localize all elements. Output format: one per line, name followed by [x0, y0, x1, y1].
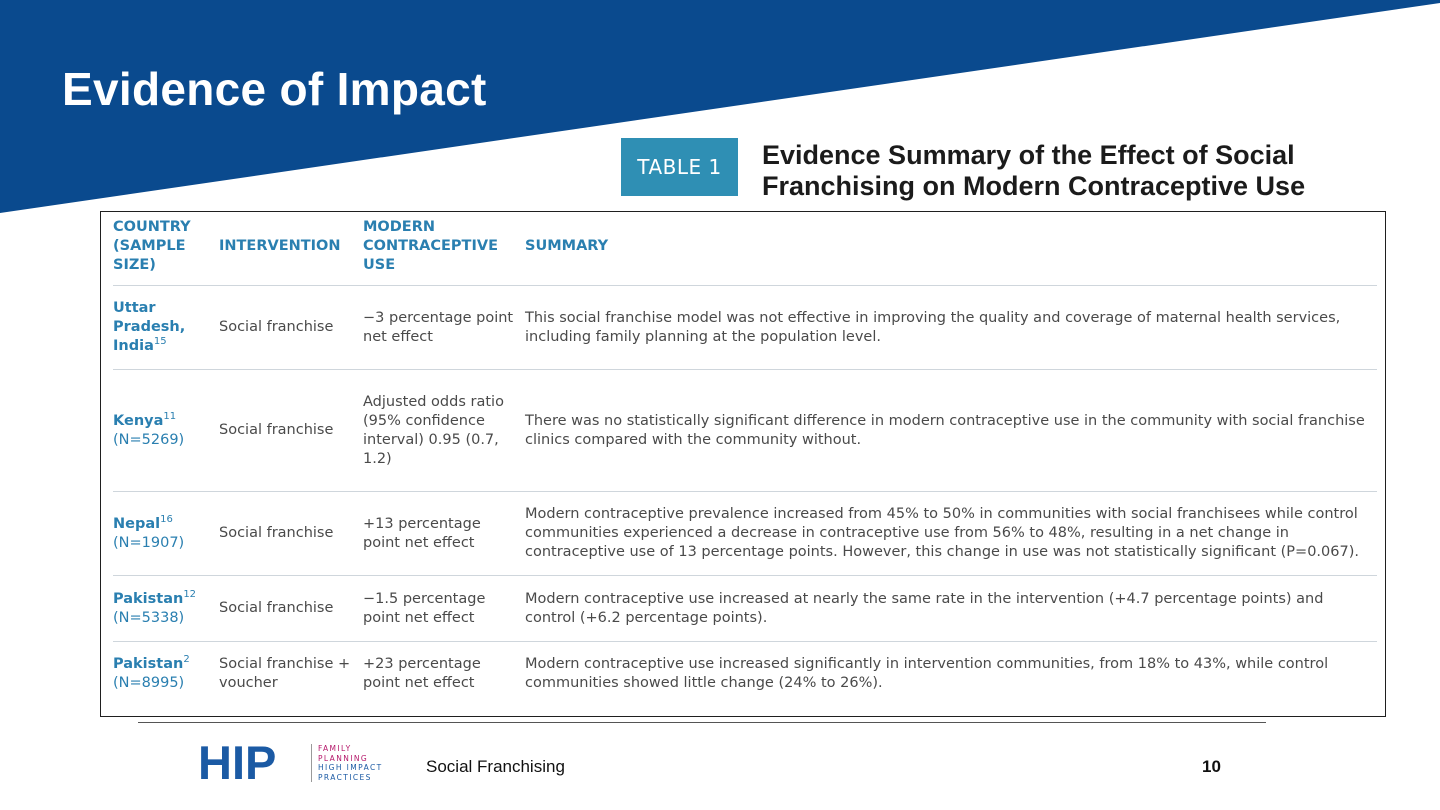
logo-text: PLANNING: [318, 753, 369, 763]
slide-title: Evidence of Impact: [62, 63, 487, 115]
country-name: Uttar Pradesh, India: [113, 300, 186, 354]
column-header-intervention: INTERVENTION: [219, 218, 363, 286]
effect-cell: +23 percentage point net effect: [363, 655, 481, 691]
table-row: Uttar Pradesh, India15 Social franchise …: [113, 285, 1377, 370]
sample-size: (N=8995): [113, 674, 185, 691]
column-header-modern-use: MODERN CONTRACEPTIVE USE: [363, 218, 525, 286]
reference-number: 15: [153, 336, 167, 348]
summary-cell: There was no statistically significant d…: [525, 369, 1377, 492]
sample-size: (N=5269): [113, 431, 185, 448]
reference-number: 16: [160, 513, 173, 525]
footer-divider: [138, 722, 1266, 723]
logo-text: FAMILY: [318, 744, 352, 753]
country-name: Kenya: [113, 412, 164, 429]
table-title: Evidence Summary of the Effect of Social…: [762, 140, 1402, 202]
hip-logo-mark: HIP: [198, 736, 277, 789]
footer-topic: Social Franchising: [426, 757, 565, 776]
intervention-cell: Social franchise + voucher: [219, 655, 351, 691]
summary-cell: This social franchise model was not effe…: [525, 285, 1377, 370]
effect-cell: Adjusted odds ratio (95% confidence inte…: [363, 369, 525, 492]
table-title-line: Franchising on Modern Contraceptive Use: [762, 171, 1306, 201]
reference-number: 11: [163, 410, 177, 422]
reference-number: 2: [183, 653, 190, 665]
table-row: Nepal16 (N=1907) Social franchise +13 pe…: [113, 491, 1377, 576]
page-number: 10: [1202, 757, 1221, 776]
country-cell: Pakistan2 (N=8995): [113, 642, 219, 702]
country-name: Pakistan: [113, 655, 184, 672]
table-row: Kenya11 (N=5269) Social franchise Adjust…: [113, 369, 1377, 492]
country-cell: Pakistan12 (N=5338): [113, 575, 219, 642]
column-header-summary: SUMMARY: [525, 218, 1377, 286]
table-row: Pakistan2 (N=8995) Social franchise + vo…: [113, 642, 1377, 702]
summary-cell: Modern contraceptive use increased at ne…: [525, 575, 1377, 642]
intervention-cell: Social franchise: [219, 369, 363, 492]
country-cell: Nepal16 (N=1907): [113, 491, 219, 576]
country-name: Nepal: [113, 515, 161, 532]
effect-cell: −1.5 percentage point net effect: [363, 575, 525, 642]
evidence-table: COUNTRY (SAMPLE SIZE) INTERVENTION MODER…: [113, 218, 1377, 702]
logo-text: HIGH IMPACT: [318, 763, 383, 772]
logo-wordmark: FAMILY PLANNING HIGH IMPACT PRACTICES: [318, 744, 383, 782]
intervention-cell: Social franchise: [219, 491, 363, 576]
hip-logo: HIP FAMILY PLANNING HIGH IMPACT PRACTICE…: [198, 736, 398, 789]
header-banner: [0, 0, 1440, 213]
country-cell: Kenya11 (N=5269): [113, 369, 219, 492]
logo-separator: [311, 744, 312, 782]
country-name: Pakistan: [113, 590, 184, 607]
intervention-cell: Social franchise: [219, 575, 363, 642]
sample-size: (N=1907): [113, 534, 185, 551]
evidence-table-frame: COUNTRY (SAMPLE SIZE) INTERVENTION MODER…: [100, 211, 1386, 717]
effect-cell: −3 percentage point net effect: [363, 285, 525, 370]
country-cell: Uttar Pradesh, India15: [113, 285, 219, 370]
table-row: Pakistan12 (N=5338) Social franchise −1.…: [113, 575, 1377, 642]
table-badge: TABLE 1: [621, 138, 738, 196]
table-title-line: Evidence Summary of the Effect of Social: [762, 140, 1295, 170]
summary-cell: Modern contraceptive prevalence increase…: [525, 491, 1377, 576]
summary-cell: Modern contraceptive use increased signi…: [525, 655, 1329, 691]
logo-text: PRACTICES: [318, 772, 372, 782]
intervention-cell: Social franchise: [219, 285, 363, 370]
reference-number: 12: [183, 588, 197, 600]
sample-size: (N=5338): [113, 609, 185, 626]
effect-cell: +13 percentage point net effect: [363, 491, 525, 576]
table-header-row: COUNTRY (SAMPLE SIZE) INTERVENTION MODER…: [113, 218, 1377, 286]
column-header-country: COUNTRY (SAMPLE SIZE): [113, 218, 219, 286]
